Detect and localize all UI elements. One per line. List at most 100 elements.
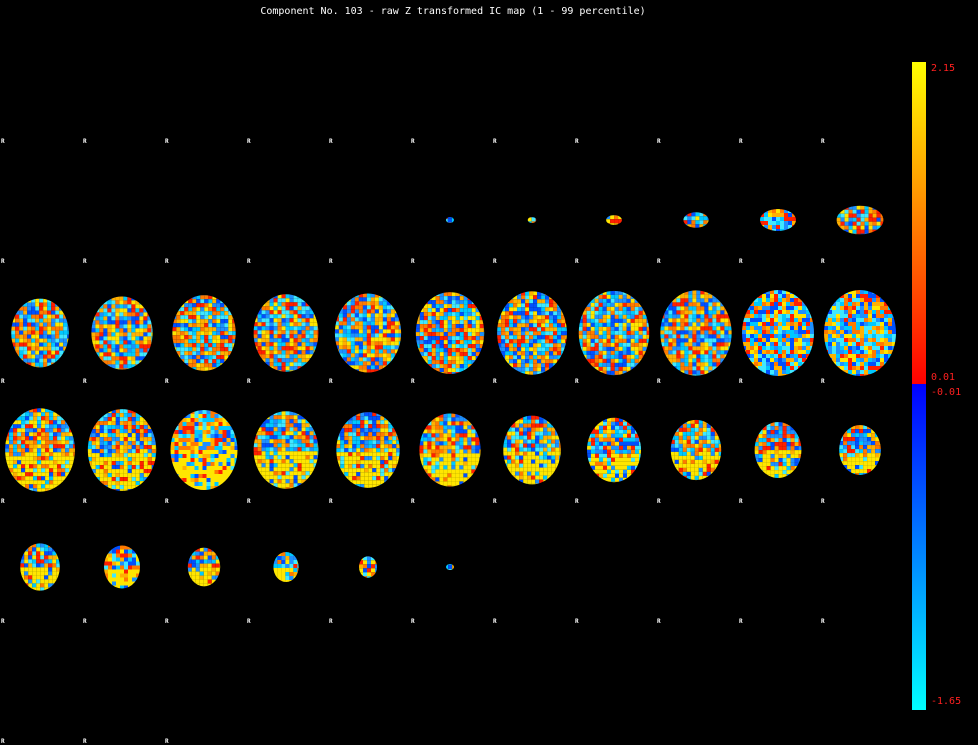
- brain-slice: [5, 408, 75, 492]
- colorbar-positive: [912, 62, 926, 384]
- slice-orientation-marker: R: [739, 258, 743, 265]
- slice-orientation-marker: R: [493, 378, 497, 385]
- slice-orientation-marker: R: [575, 138, 579, 145]
- brain-slice: [527, 217, 537, 223]
- slice-orientation-marker: R: [247, 258, 251, 265]
- slice-orientation-marker: R: [247, 498, 251, 505]
- brain-slice: [87, 409, 157, 491]
- slice-orientation-marker: R: [821, 138, 825, 145]
- slice-orientation-marker: R: [329, 138, 333, 145]
- slice-orientation-marker: R: [247, 378, 251, 385]
- brain-slice: [187, 547, 221, 587]
- colorbar-label-neg-max: -0.01: [931, 387, 962, 398]
- figure-title: Component No. 103 - raw Z transformed IC…: [260, 6, 646, 17]
- colorbar-label-pos-min: 0.01: [931, 372, 956, 383]
- slice-orientation-marker: R: [1, 618, 5, 625]
- brain-slice: [578, 290, 650, 376]
- slice-orientation-marker: R: [411, 378, 415, 385]
- slice-orientation-marker: R: [575, 618, 579, 625]
- slice-orientation-marker: R: [329, 498, 333, 505]
- slice-orientation-marker: R: [821, 378, 825, 385]
- brain-slice: [836, 205, 884, 235]
- colorbar-negative: [912, 384, 926, 710]
- slice-orientation-marker: R: [165, 258, 169, 265]
- slice-orientation-marker: R: [83, 378, 87, 385]
- slice-orientation-marker: R: [83, 498, 87, 505]
- brain-slice: [683, 212, 709, 228]
- slice-orientation-marker: R: [329, 378, 333, 385]
- brain-slice: [253, 294, 319, 372]
- slice-orientation-marker: R: [575, 378, 579, 385]
- slice-orientation-marker: R: [411, 498, 415, 505]
- brain-slice: [587, 417, 641, 483]
- slice-orientation-marker: R: [165, 138, 169, 145]
- brain-slice: [670, 419, 722, 481]
- slice-orientation-marker: R: [821, 258, 825, 265]
- slice-orientation-marker: R: [821, 498, 825, 505]
- slice-mosaic: [5, 205, 896, 591]
- brain-slice: [419, 413, 481, 487]
- brain-slice: [503, 415, 561, 485]
- slice-orientation-marker: R: [411, 618, 415, 625]
- slice-orientation-marker: R: [821, 618, 825, 625]
- brain-slice: [91, 296, 153, 370]
- slice-orientation-marker: R: [493, 498, 497, 505]
- slice-orientation-marker: R: [411, 258, 415, 265]
- brain-slice: [660, 290, 732, 376]
- slice-orientation-marker: R: [657, 618, 661, 625]
- slice-orientation-marker: R: [739, 138, 743, 145]
- slice-orientation-marker: R: [329, 258, 333, 265]
- slice-orientation-marker: R: [657, 378, 661, 385]
- brain-slice: [104, 545, 140, 589]
- brain-slice: [824, 290, 896, 376]
- brain-slice: [11, 298, 69, 368]
- colorbar-label-max: 2.15: [931, 63, 956, 74]
- slice-orientation-marker: R: [739, 618, 743, 625]
- slice-orientation-marker: R: [575, 258, 579, 265]
- brain-slice: [20, 543, 60, 591]
- brain-slice: [336, 412, 400, 488]
- brain-slice: [253, 411, 319, 489]
- slice-orientation-marker: R: [165, 618, 169, 625]
- brain-slice: [754, 422, 802, 478]
- slice-orientation-marker: R: [411, 138, 415, 145]
- slice-orientation-marker: R: [493, 258, 497, 265]
- slice-orientation-marker: R: [1, 498, 5, 505]
- brain-slice: [446, 564, 454, 570]
- brain-slice: [742, 290, 814, 376]
- slice-orientation-marker: R: [83, 738, 87, 745]
- slice-orientation-marker: R: [165, 498, 169, 505]
- slice-orientation-marker: R: [493, 618, 497, 625]
- colorbar-label-min: -1.65: [931, 696, 962, 707]
- slice-orientation-marker: R: [739, 378, 743, 385]
- slice-orientation-marker: R: [739, 498, 743, 505]
- slice-orientation-marker: R: [329, 618, 333, 625]
- slice-orientation-marker: R: [165, 378, 169, 385]
- slice-orientation-marker: R: [657, 258, 661, 265]
- slice-orientation-marker: R: [1, 258, 5, 265]
- slice-orientation-marker: R: [83, 618, 87, 625]
- brain-slice: [760, 209, 796, 231]
- brain-slice: [334, 293, 402, 373]
- slice-orientation-marker: R: [575, 498, 579, 505]
- slice-orientation-marker: R: [83, 258, 87, 265]
- brain-slice: [497, 291, 567, 375]
- slice-orientation-marker: R: [1, 378, 5, 385]
- brain-slice: [839, 425, 881, 475]
- slice-orientation-marker: R: [247, 138, 251, 145]
- brain-slice: [446, 217, 454, 223]
- slice-orientation-marker: R: [657, 138, 661, 145]
- slice-orientation-marker: R: [1, 138, 5, 145]
- slice-orientation-marker: R: [1, 738, 5, 745]
- slice-orientation-marker: R: [83, 138, 87, 145]
- brain-slice: [273, 551, 299, 583]
- brain-slice: [170, 410, 238, 490]
- brain-slice: [606, 215, 622, 225]
- slice-orientation-marker: R: [493, 138, 497, 145]
- slice-orientation-marker: R: [247, 618, 251, 625]
- slice-orientation-marker: R: [657, 498, 661, 505]
- brain-slice: [359, 556, 377, 578]
- brain-slice: [172, 295, 236, 371]
- slice-orientation-marker: R: [165, 738, 169, 745]
- brain-slice: [415, 292, 485, 374]
